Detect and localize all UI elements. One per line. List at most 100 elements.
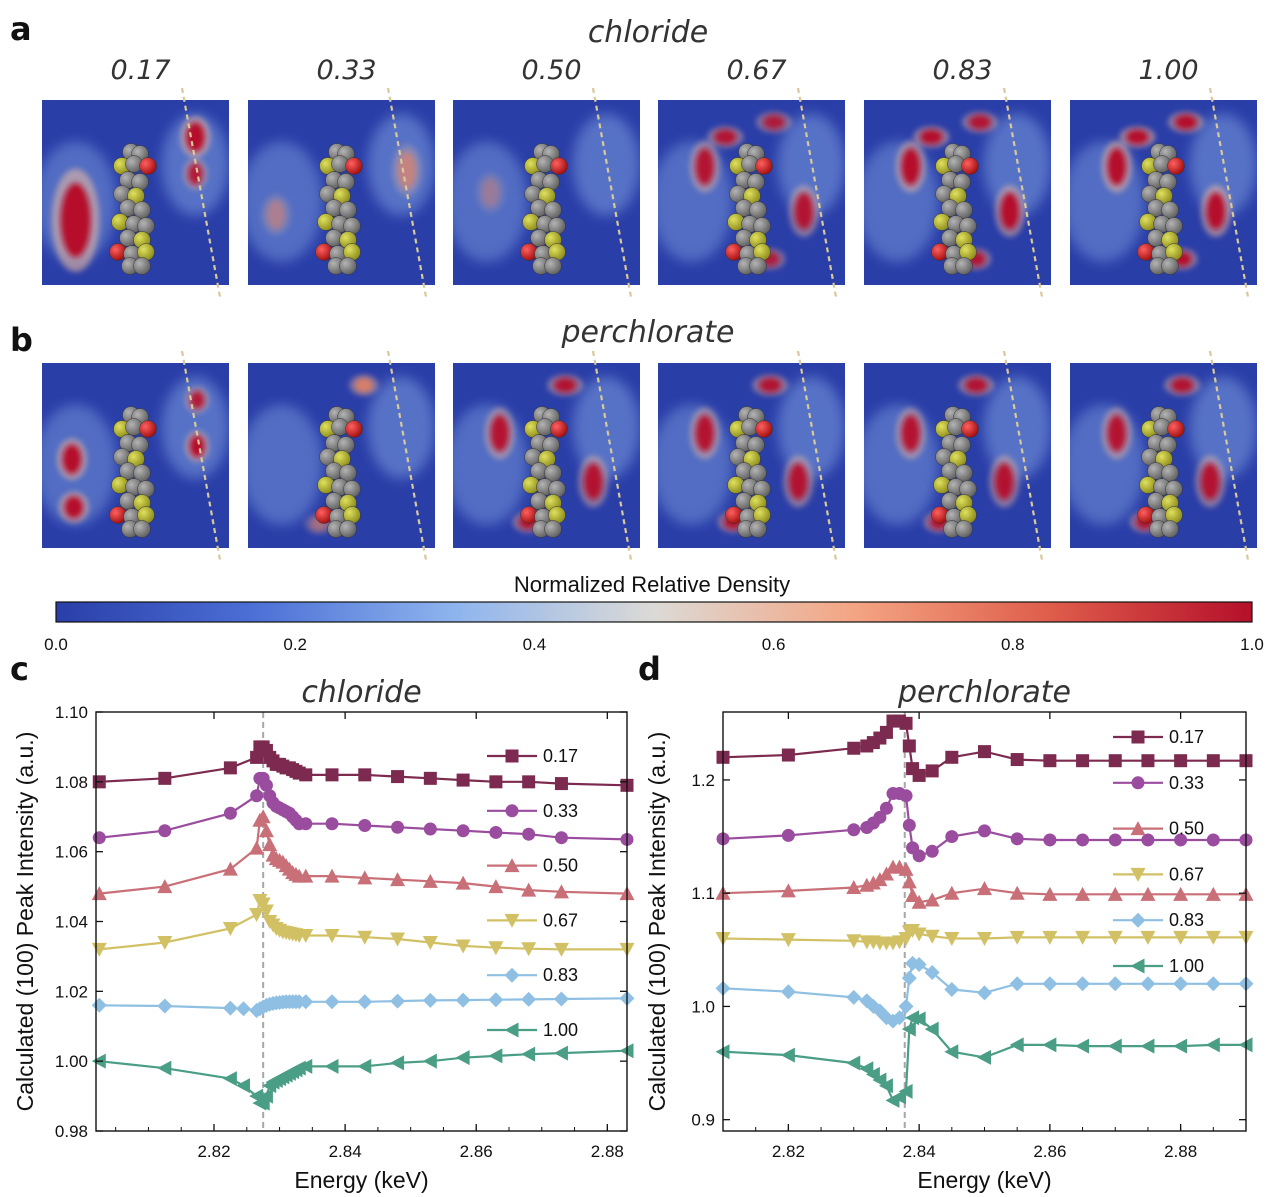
data-point xyxy=(456,824,470,838)
density-region xyxy=(983,113,1051,216)
data-point xyxy=(1174,833,1188,847)
legend-entry: 1.00 xyxy=(487,1020,578,1040)
density-hotspot xyxy=(481,177,500,208)
legend-entry: 0.67 xyxy=(487,910,578,930)
carbon-atom xyxy=(544,520,562,538)
data-point xyxy=(1076,754,1090,768)
density-hotspot xyxy=(185,122,205,152)
data-point xyxy=(488,879,504,894)
molecule-model xyxy=(109,406,157,538)
data-point xyxy=(358,818,372,832)
data-point xyxy=(911,927,927,942)
density-hotspot xyxy=(354,377,374,393)
oxygen-atom xyxy=(1167,157,1185,175)
density-region xyxy=(983,376,1051,479)
data-point xyxy=(258,1088,273,1104)
data-point xyxy=(898,1083,913,1099)
x-axis-title: Energy (keV) xyxy=(294,1167,428,1193)
data-point xyxy=(912,849,926,863)
legend-label: 0.33 xyxy=(1169,773,1204,793)
oxygen-atom xyxy=(755,420,773,438)
y-tick-label: 1.00 xyxy=(55,1052,88,1071)
data-point xyxy=(1075,886,1091,901)
data-point xyxy=(456,773,470,787)
plot-frame xyxy=(722,711,1247,1132)
data-point xyxy=(158,771,172,785)
data-point xyxy=(553,1045,568,1061)
data-point xyxy=(1140,976,1156,992)
data-point xyxy=(1140,1038,1155,1054)
density-hotspot xyxy=(968,114,992,130)
colorbar-tick-label: 0.0 xyxy=(44,635,68,654)
data-point xyxy=(423,822,437,836)
data-point xyxy=(249,840,265,855)
data-point xyxy=(1141,833,1155,847)
density-hotspot xyxy=(1107,148,1127,186)
density-hotspot xyxy=(1170,377,1194,393)
oxygen-atom xyxy=(550,420,568,438)
legend-label: 0.50 xyxy=(543,856,578,876)
data-point xyxy=(1042,886,1058,901)
data-point xyxy=(878,1078,893,1094)
data-point xyxy=(91,997,107,1013)
data-point xyxy=(504,967,520,983)
density-region xyxy=(777,113,845,216)
data-point xyxy=(1173,930,1189,945)
data-point xyxy=(504,858,520,873)
data-point xyxy=(553,884,569,899)
chart-perchlorate: perchlorate 0.17 0.33 0.50 0.67 0.83 1.00 2.82 2… xyxy=(644,675,1254,1193)
density-map xyxy=(248,350,435,561)
data-point xyxy=(846,1055,861,1071)
density-map xyxy=(1070,350,1257,561)
density-hotspot xyxy=(1200,462,1220,500)
data-point xyxy=(1009,1037,1024,1053)
data-point xyxy=(1173,1038,1188,1054)
molecule-model xyxy=(315,406,363,538)
carbon-atom xyxy=(133,257,151,275)
data-point xyxy=(391,770,405,784)
data-point xyxy=(1205,1037,1220,1053)
density-hotspot xyxy=(762,114,786,130)
data-point xyxy=(222,921,238,936)
y-tick-label: 1.0 xyxy=(691,997,715,1016)
data-point xyxy=(1131,776,1145,790)
data-point xyxy=(258,904,274,919)
density-region xyxy=(1189,113,1257,216)
carbon-atom xyxy=(133,520,151,538)
carbon-atom xyxy=(1161,520,1179,538)
density-hotspot xyxy=(901,414,921,452)
data-point xyxy=(944,931,960,946)
data-point xyxy=(357,870,373,885)
data-point xyxy=(1108,754,1122,768)
column-label: 0.83 xyxy=(932,55,992,86)
y-tick-label: 0.98 xyxy=(55,1122,88,1141)
data-point xyxy=(521,991,537,1007)
data-point xyxy=(1108,833,1122,847)
column-label: 1.00 xyxy=(1138,55,1198,86)
density-row-chloride: 0.17 0.33 0.50 0.67 0.83 1.00 xyxy=(42,55,1257,298)
density-region xyxy=(777,376,845,479)
density-map xyxy=(864,350,1051,561)
column-label: 0.67 xyxy=(726,55,786,86)
x-tick-label: 2.86 xyxy=(1033,1142,1066,1161)
legend-label: 1.00 xyxy=(1169,956,1204,976)
density-map xyxy=(248,87,435,298)
molecule-model xyxy=(931,406,979,538)
legend-entry: 0.50 xyxy=(487,856,578,876)
data-point xyxy=(157,1060,172,1076)
x-tick-label: 2.88 xyxy=(591,1142,624,1161)
x-tick-label: 2.82 xyxy=(197,1142,230,1161)
panel-label-b: b xyxy=(10,321,33,359)
density-region xyxy=(572,376,640,479)
density-hotspot xyxy=(64,496,84,519)
legend-entry: 0.83 xyxy=(1113,910,1204,930)
density-hotspot xyxy=(901,148,921,186)
data-point xyxy=(905,887,921,902)
data-point xyxy=(324,1058,339,1074)
data-point xyxy=(879,725,893,739)
density-hotspot xyxy=(1107,414,1127,452)
data-point xyxy=(92,831,106,845)
data-point xyxy=(157,879,173,894)
colorbar-tick-label: 0.2 xyxy=(283,635,307,654)
density-hotspot xyxy=(794,192,814,230)
